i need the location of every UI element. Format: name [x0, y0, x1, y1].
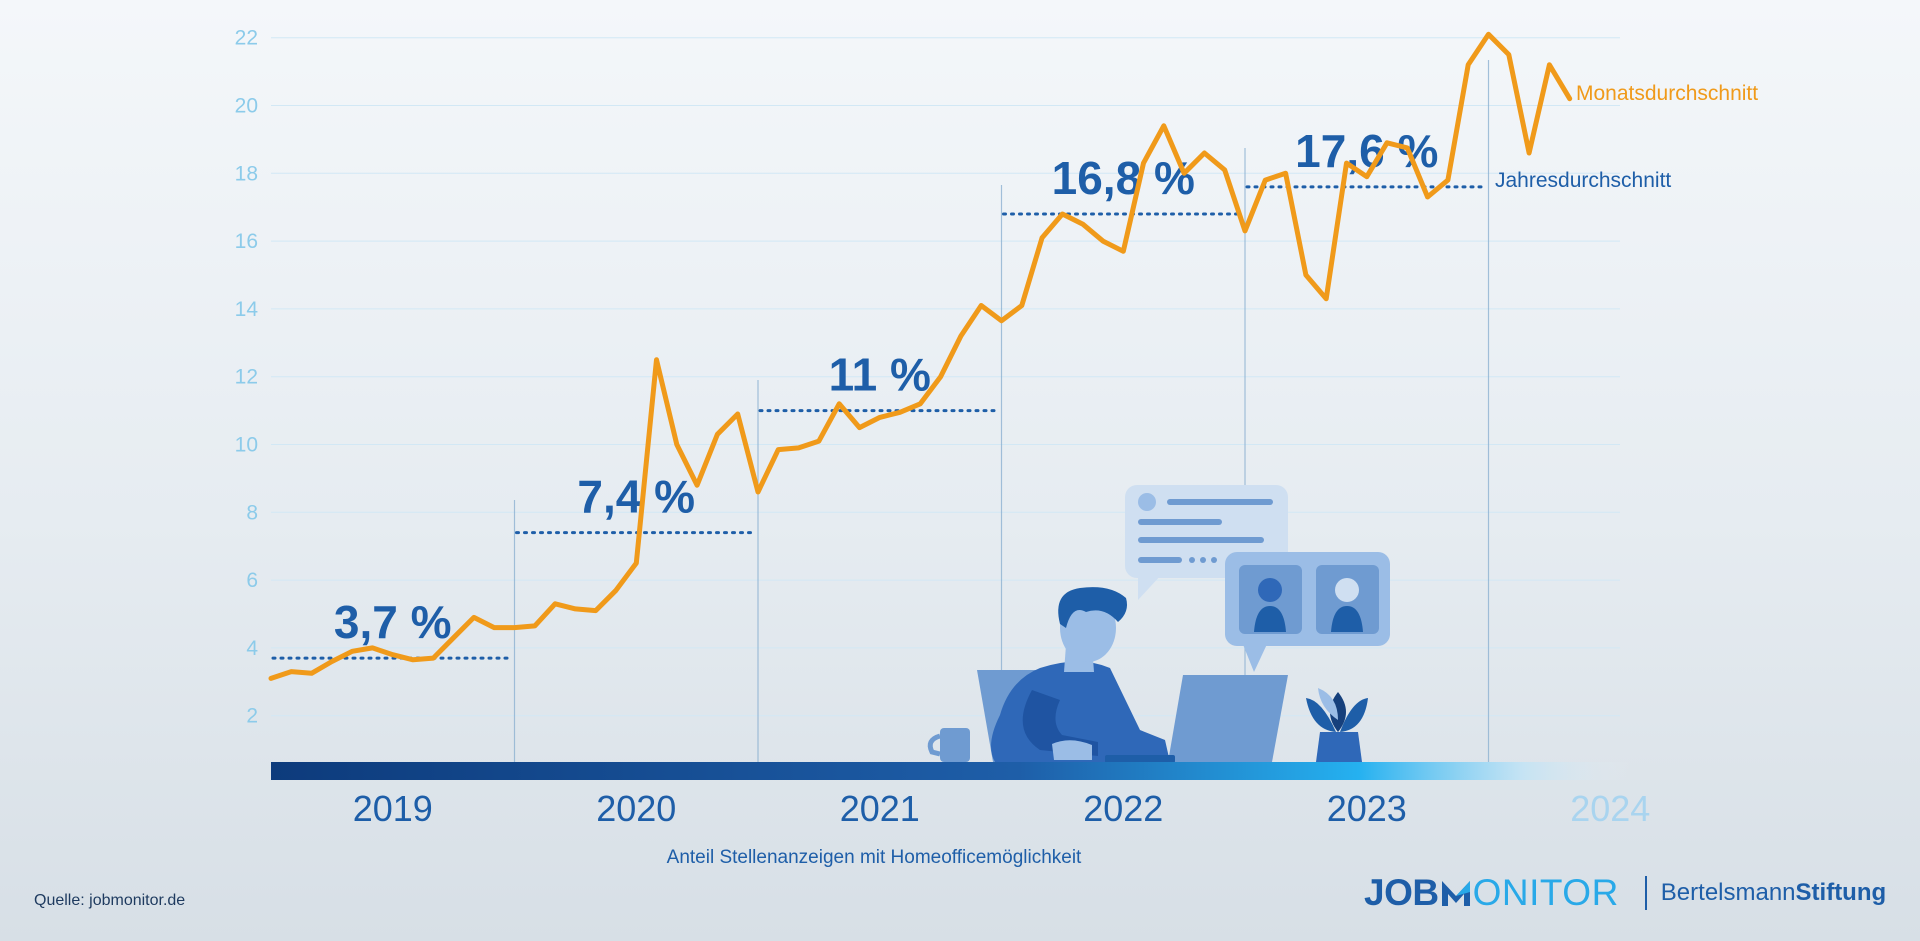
chat-bubble-tail [1138, 574, 1162, 600]
legend-monthly: Monatsdurchschnitt [1576, 82, 1758, 105]
logo: JOB ONITOR BertelsmannStiftung [1364, 870, 1886, 916]
y-tick-label: 2 [246, 705, 258, 728]
y-tick-label: 20 [235, 95, 258, 118]
y-tick-label: 22 [235, 27, 258, 50]
mug [940, 728, 970, 762]
y-axis-ticks: 2 4 6 8 10 12 14 16 18 20 22 [235, 27, 259, 728]
time-axis-bar [271, 762, 1631, 780]
person-arm [1022, 690, 1098, 756]
gridlines [271, 37, 1620, 717]
chart-caption: Anteil Stellenanzeigen mit Homeofficemög… [667, 847, 1082, 868]
plant-leaf-back [1318, 688, 1338, 720]
monthly-average-line [268, 31, 1573, 681]
annual-average-label: 11 % [829, 349, 931, 401]
legend-annual: Jahresdurchschnitt [1495, 169, 1671, 192]
y-tick-label: 18 [235, 162, 258, 185]
laptop-screen [1168, 675, 1288, 762]
source-note: Quelle: jobmonitor.de [34, 892, 186, 909]
annual-average-label: 7,4 % [577, 471, 695, 523]
x-tick-label: 2022 [1083, 788, 1163, 829]
logo-job-text: JOB [1364, 872, 1439, 913]
laptop-base [1105, 755, 1175, 763]
x-tick-label: 2021 [840, 788, 920, 829]
jobmonitor-m-icon [1441, 881, 1470, 906]
x-tick-label: 2019 [353, 788, 433, 829]
logo-monitor-text: ONITOR [1472, 872, 1619, 913]
mug-handle [927, 733, 941, 757]
plant-pot [1316, 732, 1362, 762]
person-hair [1058, 587, 1127, 628]
person-hand [1052, 740, 1092, 760]
y-tick-label: 12 [235, 366, 258, 389]
y-tick-label: 8 [246, 501, 258, 524]
y-tick-label: 16 [235, 230, 258, 253]
monthly-series [268, 31, 1573, 681]
x-axis-ticks: 2019 2020 2021 2022 2023 2024 [353, 788, 1651, 829]
x-tick-label: 2023 [1327, 788, 1407, 829]
x-tick-label: 2020 [596, 788, 676, 829]
y-tick-label: 4 [246, 637, 258, 660]
annual-average-label: 3,7 % [334, 596, 452, 648]
y-tick-label: 6 [246, 569, 258, 592]
plant-leaf-right [1340, 698, 1368, 732]
annual-averages: 3,7 %7,4 %11 %16,8 %17,6 % [271, 125, 1486, 660]
logo-separator [1644, 876, 1647, 910]
y-tick-label: 10 [235, 434, 258, 457]
y-tick-label: 14 [235, 298, 259, 321]
home-office-illustration [927, 485, 1390, 763]
year-dividers [513, 60, 1490, 762]
bertelsmann-stiftung-logo: BertelsmannStiftung [1660, 879, 1887, 906]
plant-leaf-left [1306, 698, 1336, 732]
annual-average-label: 16,8 % [1052, 152, 1195, 204]
x-tick-label: 2024 [1570, 788, 1650, 829]
